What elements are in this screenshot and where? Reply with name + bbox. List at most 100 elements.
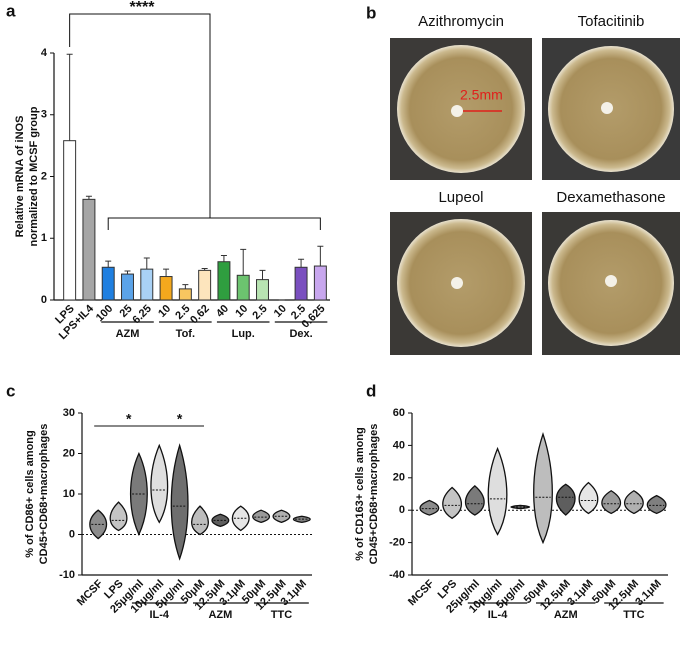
- y-axis-title: normalized to MCSF group: [28, 106, 40, 246]
- error-bar: [163, 268, 170, 277]
- violin: [252, 509, 271, 524]
- bar: [140, 268, 154, 301]
- y-tick-label: -20: [389, 537, 405, 549]
- y-tick-label: 20: [393, 472, 405, 484]
- x-tick-label: 10: [272, 303, 289, 320]
- violin: [272, 509, 291, 524]
- y-tick-label: 10: [63, 488, 75, 500]
- significance: *: [126, 411, 132, 427]
- y-tick-label: -10: [59, 569, 75, 581]
- violin: [129, 451, 148, 537]
- y-axis-title: Relative mRNA of iNOS: [14, 116, 26, 238]
- x-tick-label: 3.1μM: [633, 578, 664, 609]
- error-bar: [317, 245, 324, 267]
- y-tick-label: 40: [393, 439, 405, 451]
- violin: [555, 483, 576, 516]
- y-tick-label: -40: [389, 569, 405, 581]
- y-axis-title: % of CD163+ cells among: [354, 427, 366, 561]
- x-tick-label: 3.1μM: [565, 578, 596, 609]
- antibiotic-disk: [451, 277, 463, 289]
- antibiotic-disk: [601, 102, 613, 114]
- violin: [170, 443, 189, 561]
- plate-label: Lupeol: [438, 189, 483, 206]
- bar: [178, 288, 192, 301]
- y-tick-label: 60: [393, 407, 405, 419]
- violin: [623, 489, 644, 515]
- violin: [89, 509, 108, 540]
- group-label: TTC: [271, 609, 292, 621]
- group-label: AZM: [208, 609, 232, 621]
- violin: [464, 485, 485, 516]
- error-bar: [259, 269, 266, 280]
- x-tick-label: 100: [94, 303, 115, 324]
- significance: *: [177, 411, 183, 427]
- group-label: AZM: [116, 328, 140, 340]
- bar: [63, 140, 77, 301]
- x-tick-label: 40: [214, 303, 231, 320]
- chart-panel: a Relative mRNA of iNOS normalized to MCSF…: [6, 0, 330, 342]
- y-tick-label: 0: [41, 294, 47, 306]
- y-tick-label: 0: [399, 504, 405, 516]
- group-label: AZM: [554, 609, 578, 621]
- violin: [646, 494, 667, 515]
- y-tick-label: 20: [63, 447, 75, 459]
- y-tick-label: 4: [41, 47, 48, 59]
- bar: [82, 198, 96, 301]
- bar: [159, 276, 173, 301]
- bar: [236, 274, 250, 301]
- y-tick-label: 3: [41, 109, 47, 121]
- significance: ****: [130, 0, 156, 16]
- violin: [191, 505, 209, 536]
- antibiotic-disk: [605, 275, 617, 287]
- y-axis-title: CD45+CD68+macrophages: [368, 424, 380, 565]
- y-tick-label: 1: [41, 232, 47, 244]
- bar: [313, 265, 327, 301]
- group-label: TTC: [623, 609, 644, 621]
- error-bar: [85, 195, 92, 200]
- bar: [217, 261, 231, 301]
- panel-letter: d: [366, 381, 376, 400]
- error-bar: [201, 268, 208, 271]
- y-axis-title: % of CD86+ cells among: [24, 430, 36, 557]
- group-label: Dex.: [289, 328, 312, 340]
- panel-letter: c: [6, 381, 15, 400]
- bar: [121, 273, 134, 301]
- violin: [231, 505, 250, 532]
- x-tick-label: 10: [156, 303, 173, 320]
- violin: [109, 501, 128, 532]
- photo-panel: b 2.5mm Azithromycin Tofacitinib Lupeol …: [366, 3, 680, 355]
- panel-letter: b: [366, 3, 376, 22]
- group-label: IL-4: [149, 609, 169, 621]
- x-tick-label: 0.62: [188, 303, 212, 327]
- x-tick-label: MCSF: [406, 577, 437, 608]
- x-tick-label: 2.5: [250, 303, 269, 322]
- violin: [601, 489, 622, 515]
- chart-panel: d % of CD163+ cells among CD45+CD68+macrop…: [354, 381, 668, 621]
- violin: [533, 431, 553, 545]
- bar: [198, 269, 212, 301]
- bracket: [107, 217, 321, 230]
- error-bar: [143, 257, 150, 270]
- error-bar: [66, 53, 73, 141]
- error-bar: [220, 255, 227, 262]
- violin: [211, 513, 230, 528]
- violin: [419, 499, 440, 516]
- violin: [292, 515, 311, 524]
- antibiotic-disk: [451, 105, 463, 117]
- y-tick-label: 2: [41, 170, 47, 182]
- plate-label: Tofacitinib: [578, 13, 645, 30]
- x-tick-label: 10: [233, 303, 250, 320]
- group-label: Tof.: [176, 328, 195, 340]
- violin: [487, 446, 508, 536]
- y-tick-label: 30: [63, 407, 75, 419]
- error-bar: [124, 270, 131, 275]
- bar: [294, 266, 308, 301]
- x-tick-label: 6.25: [130, 303, 154, 327]
- panel-letter: a: [6, 1, 16, 20]
- y-tick-label: 0: [69, 528, 75, 540]
- group-label: Lup.: [232, 328, 255, 340]
- bar: [101, 266, 115, 301]
- plate-label: Azithromycin: [418, 13, 504, 30]
- y-axis-title: CD45+CD68+macrophages: [38, 424, 50, 565]
